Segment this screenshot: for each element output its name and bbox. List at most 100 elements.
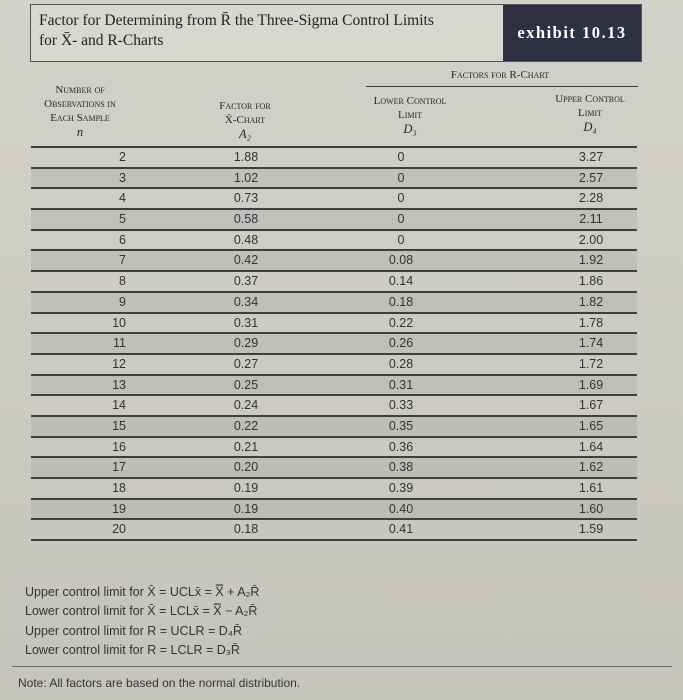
cell-n: 5 [119, 212, 126, 227]
table-row: 4 0.73 0 2.28 [31, 187, 637, 208]
cell-d3: 0 [397, 212, 405, 227]
cell-n: 6 [119, 232, 126, 247]
cell-d4: 1.65 [578, 418, 604, 433]
cell-d3: 0.14 [388, 274, 414, 289]
cell-d3: 0.33 [388, 398, 414, 413]
formula-ucl-r: Upper control limit for R = UCLR = D₄R̄ [25, 624, 242, 638]
cell-d4: 1.86 [578, 274, 604, 289]
cell-a2: 0.42 [233, 253, 259, 268]
cell-n: 11 [113, 336, 126, 351]
table-row: 14 0.24 0.33 1.67 [31, 394, 637, 415]
table-row: 9 0.34 0.18 1.82 [31, 290, 637, 312]
cell-d3: 0 [397, 232, 405, 247]
cell-d3: 0.39 [388, 481, 414, 495]
cell-d4: 1.69 [578, 377, 604, 392]
d3-header-line2: Limit [397, 109, 423, 121]
cell-a2: 0.18 [233, 522, 259, 537]
cell-d4: 1.61 [578, 481, 604, 495]
cell-a2: 0.22 [233, 418, 259, 433]
cell-n: 12 [112, 356, 126, 371]
exhibit-label: exhibit 10.13 [503, 5, 641, 61]
cell-n: 10 [112, 315, 126, 330]
cell-d4: 2.28 [578, 191, 604, 206]
footnote: Note: All factors are based on the norma… [18, 676, 301, 690]
cell-d3: 0.31 [388, 377, 414, 392]
a2-header-symbol: A₂ [239, 127, 251, 141]
table-row: 13 0.25 0.31 1.69 [31, 373, 637, 395]
table-row: 2 1.88 0 3.27 [31, 146, 637, 167]
formula-lcl-x: Lower control limit for X̄ = LCLx̄ = X̿ … [25, 604, 258, 618]
cell-a2: 0.25 [233, 377, 259, 392]
d3-header-symbol: D₃ [403, 122, 417, 136]
table-row: 15 0.22 0.35 1.65 [31, 414, 637, 436]
d4-header-symbol: D₄ [583, 120, 597, 134]
note-rule [12, 666, 672, 667]
cell-d4: 1.59 [578, 522, 604, 537]
cell-d3: 0.41 [388, 522, 414, 537]
cell-d3: 0.28 [388, 356, 414, 371]
table-row: 12 0.27 0.28 1.72 [31, 352, 637, 374]
table-row: 7 0.42 0.08 1.92 [31, 249, 637, 271]
cell-d4: 2.00 [578, 232, 604, 247]
group-header-rule [366, 86, 638, 87]
cell-d3: 0 [397, 191, 405, 206]
cell-n: 7 [119, 253, 126, 268]
cell-n: 8 [119, 274, 126, 289]
d3-header-line1: Lower Control [373, 95, 447, 107]
table-row: 18 0.19 0.39 1.61 [31, 477, 637, 498]
cell-a2: 0.29 [233, 336, 259, 351]
table-row: 8 0.37 0.14 1.86 [31, 270, 637, 291]
column-header-d3: Lower Control Limit D₃ [355, 94, 465, 136]
cell-d4: 1.62 [578, 460, 604, 475]
cell-d4: 2.11 [579, 212, 603, 227]
cell-d3: 0.40 [388, 501, 414, 516]
n-header-line3: Each Sample [50, 112, 110, 124]
cell-d4: 2.57 [578, 170, 604, 185]
cell-d3: 0 [397, 150, 405, 164]
cell-d4: 1.78 [578, 315, 604, 330]
d4-header-line1: Upper Control [555, 93, 625, 105]
cell-a2: 0.48 [233, 232, 259, 247]
cell-n: 14 [112, 398, 126, 413]
cell-a2: 0.58 [233, 212, 259, 227]
exhibit-header: Factor for Determining from R̄ the Three… [30, 4, 642, 62]
exhibit-title: Factor for Determining from R̄ the Three… [39, 11, 489, 51]
cell-d4: 1.60 [578, 501, 604, 516]
cell-n: 17 [112, 460, 126, 475]
cell-a2: 0.19 [233, 481, 259, 495]
r-chart-group-header: Factors for R-Chart [400, 68, 600, 82]
cell-n: 15 [112, 418, 126, 433]
cell-a2: 0.19 [233, 501, 259, 516]
cell-d4: 1.64 [578, 439, 604, 454]
cell-n: 3 [119, 170, 126, 185]
cell-a2: 0.20 [233, 460, 259, 475]
cell-n: 9 [119, 294, 126, 309]
table-row: 5 0.58 0 2.11 [31, 208, 637, 229]
cell-n: 13 [112, 377, 126, 392]
r-chart-group-label: Factors for R-Chart [450, 69, 550, 81]
formula-ucl-x: Upper control limit for X̄ = UCLx̄ = X̿ … [25, 585, 260, 599]
cell-a2: 1.88 [233, 150, 259, 164]
cell-d4: 3.27 [578, 150, 604, 164]
n-header-symbol: n [76, 125, 84, 139]
table-row: 10 0.31 0.22 1.78 [31, 311, 637, 333]
cell-a2: 0.24 [233, 398, 259, 413]
cell-d3: 0.36 [388, 439, 414, 454]
cell-d3: 0.18 [388, 294, 414, 309]
cell-a2: 1.02 [233, 170, 259, 185]
cell-d4: 1.67 [578, 398, 604, 413]
cell-d3: 0.26 [388, 336, 414, 351]
column-header-n: Number of Observations in Each Sample n [30, 83, 130, 139]
cell-n: 4 [119, 191, 126, 206]
table-row: 17 0.20 0.38 1.62 [31, 456, 637, 477]
cell-d4: 1.74 [578, 336, 604, 351]
table-bottom-rule [31, 539, 637, 542]
control-factors-table: 2 1.88 0 3.27 3 1.02 0 2.57 4 0.73 0 2.28 5 0.58 0 2.11… [31, 146, 637, 539]
table-row: 11 0.29 0.26 1.74 [31, 332, 637, 353]
cell-d4: 1.72 [578, 356, 604, 371]
a2-header-line1: Factor for [219, 100, 271, 112]
cell-d3: 0.22 [388, 315, 414, 330]
cell-a2: 0.37 [233, 274, 259, 289]
cell-d4: 1.82 [578, 294, 604, 309]
